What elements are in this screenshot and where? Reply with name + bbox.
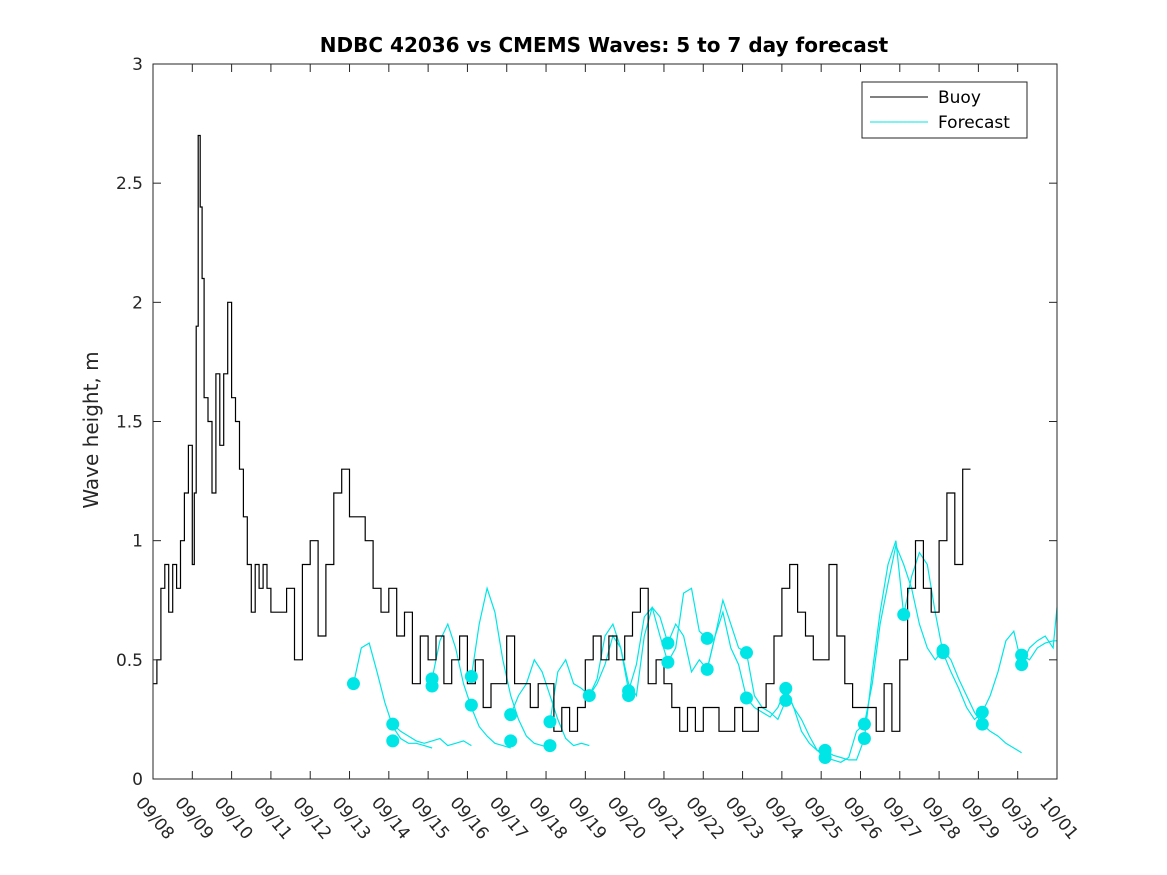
y-tick-label: 1 [132, 532, 143, 552]
legend: Buoy Forecast [861, 81, 1028, 139]
x-tick-label: 09/23 [721, 793, 768, 843]
plot-frame [152, 63, 1058, 780]
x-tick-label: 09/10 [210, 793, 257, 843]
x-tick-label: 09/26 [839, 793, 886, 843]
forecast-line [510, 658, 590, 747]
legend-buoy-label: Buoy [938, 88, 981, 108]
x-tick-label: 09/24 [760, 793, 807, 843]
forecast-marker [582, 689, 596, 703]
x-tick-label: 09/29 [957, 793, 1004, 843]
x-tick-label: 09/13 [328, 793, 375, 843]
y-tick-label: 3 [132, 55, 143, 75]
x-tick-label: 09/08 [131, 793, 178, 843]
forecast-marker [857, 717, 871, 731]
y-tick-label: 0 [132, 770, 143, 790]
y-tick-label: 0.5 [116, 651, 143, 671]
forecast-marker [425, 679, 439, 693]
forecast-line [392, 723, 472, 747]
forecast-marker [975, 705, 989, 719]
forecast-marker [386, 717, 400, 731]
forecast-line [863, 543, 944, 725]
x-tick-label: 10/01 [1035, 793, 1082, 843]
forecast-marker [464, 698, 478, 712]
x-tick-label: 09/28 [917, 793, 964, 843]
forecast-markers [346, 608, 1029, 765]
x-tick-label: 09/30 [996, 793, 1043, 843]
forecast-marker [661, 636, 675, 650]
x-tick-label: 09/17 [485, 793, 532, 843]
forecast-marker [464, 670, 478, 684]
forecast-marker [386, 734, 400, 748]
y-tick-label: 2 [132, 293, 143, 313]
forecast-marker [543, 739, 557, 753]
forecast-line [1021, 640, 1057, 661]
forecast-marker [622, 689, 636, 703]
forecast-marker [739, 646, 753, 660]
forecast-marker [936, 646, 950, 660]
x-axis: 09/0809/0909/1009/1109/1209/1309/1409/15… [131, 64, 1082, 844]
forecast-marker [1015, 648, 1029, 662]
forecast-marker [504, 734, 518, 748]
x-tick-label: 09/09 [170, 793, 217, 843]
forecast-marker [661, 655, 675, 669]
forecast-marker [897, 608, 911, 622]
y-axis-label: Wave height, m [79, 351, 103, 508]
x-tick-label: 09/16 [446, 793, 493, 843]
forecast-marker [779, 693, 793, 707]
forecast-line [470, 586, 551, 749]
x-tick-label: 09/21 [642, 793, 689, 843]
y-tick-label: 1.5 [116, 413, 143, 433]
forecast-marker [779, 681, 793, 695]
forecast-line [942, 649, 1022, 754]
forecast-marker [1015, 658, 1029, 672]
x-tick-label: 09/12 [288, 793, 335, 843]
chart-title: NDBC 42036 vs CMEMS Waves: 5 to 7 day fo… [320, 33, 889, 57]
forecast-marker [700, 631, 714, 645]
forecast-marker [700, 662, 714, 676]
buoy-line [153, 134, 971, 732]
forecast-marker [543, 715, 557, 729]
y-axis: 0 0.5 1 1.5 2 2.5 3 [116, 55, 1057, 790]
buoy-line-group [153, 134, 971, 732]
forecast-marker [857, 731, 871, 745]
x-tick-label: 09/15 [406, 793, 453, 843]
x-tick-label: 09/18 [524, 793, 571, 843]
forecast-marker [346, 677, 360, 691]
legend-box [861, 81, 1028, 139]
forecast-marker [504, 708, 518, 722]
forecast-marker [818, 751, 832, 765]
forecast-marker [739, 691, 753, 705]
x-tick-label: 09/11 [249, 793, 296, 843]
x-tick-label: 09/14 [367, 793, 414, 843]
forecast-line [667, 609, 748, 699]
x-tick-label: 09/25 [799, 793, 846, 843]
forecast-line [588, 606, 669, 698]
y-tick-label: 2.5 [116, 174, 143, 194]
x-tick-label: 09/19 [564, 793, 611, 843]
x-tick-label: 09/22 [681, 793, 728, 843]
x-tick-label: 09/27 [878, 793, 925, 843]
x-tick-label: 09/20 [603, 793, 650, 843]
legend-forecast-label: Forecast [938, 113, 1010, 133]
forecast-marker [975, 717, 989, 731]
